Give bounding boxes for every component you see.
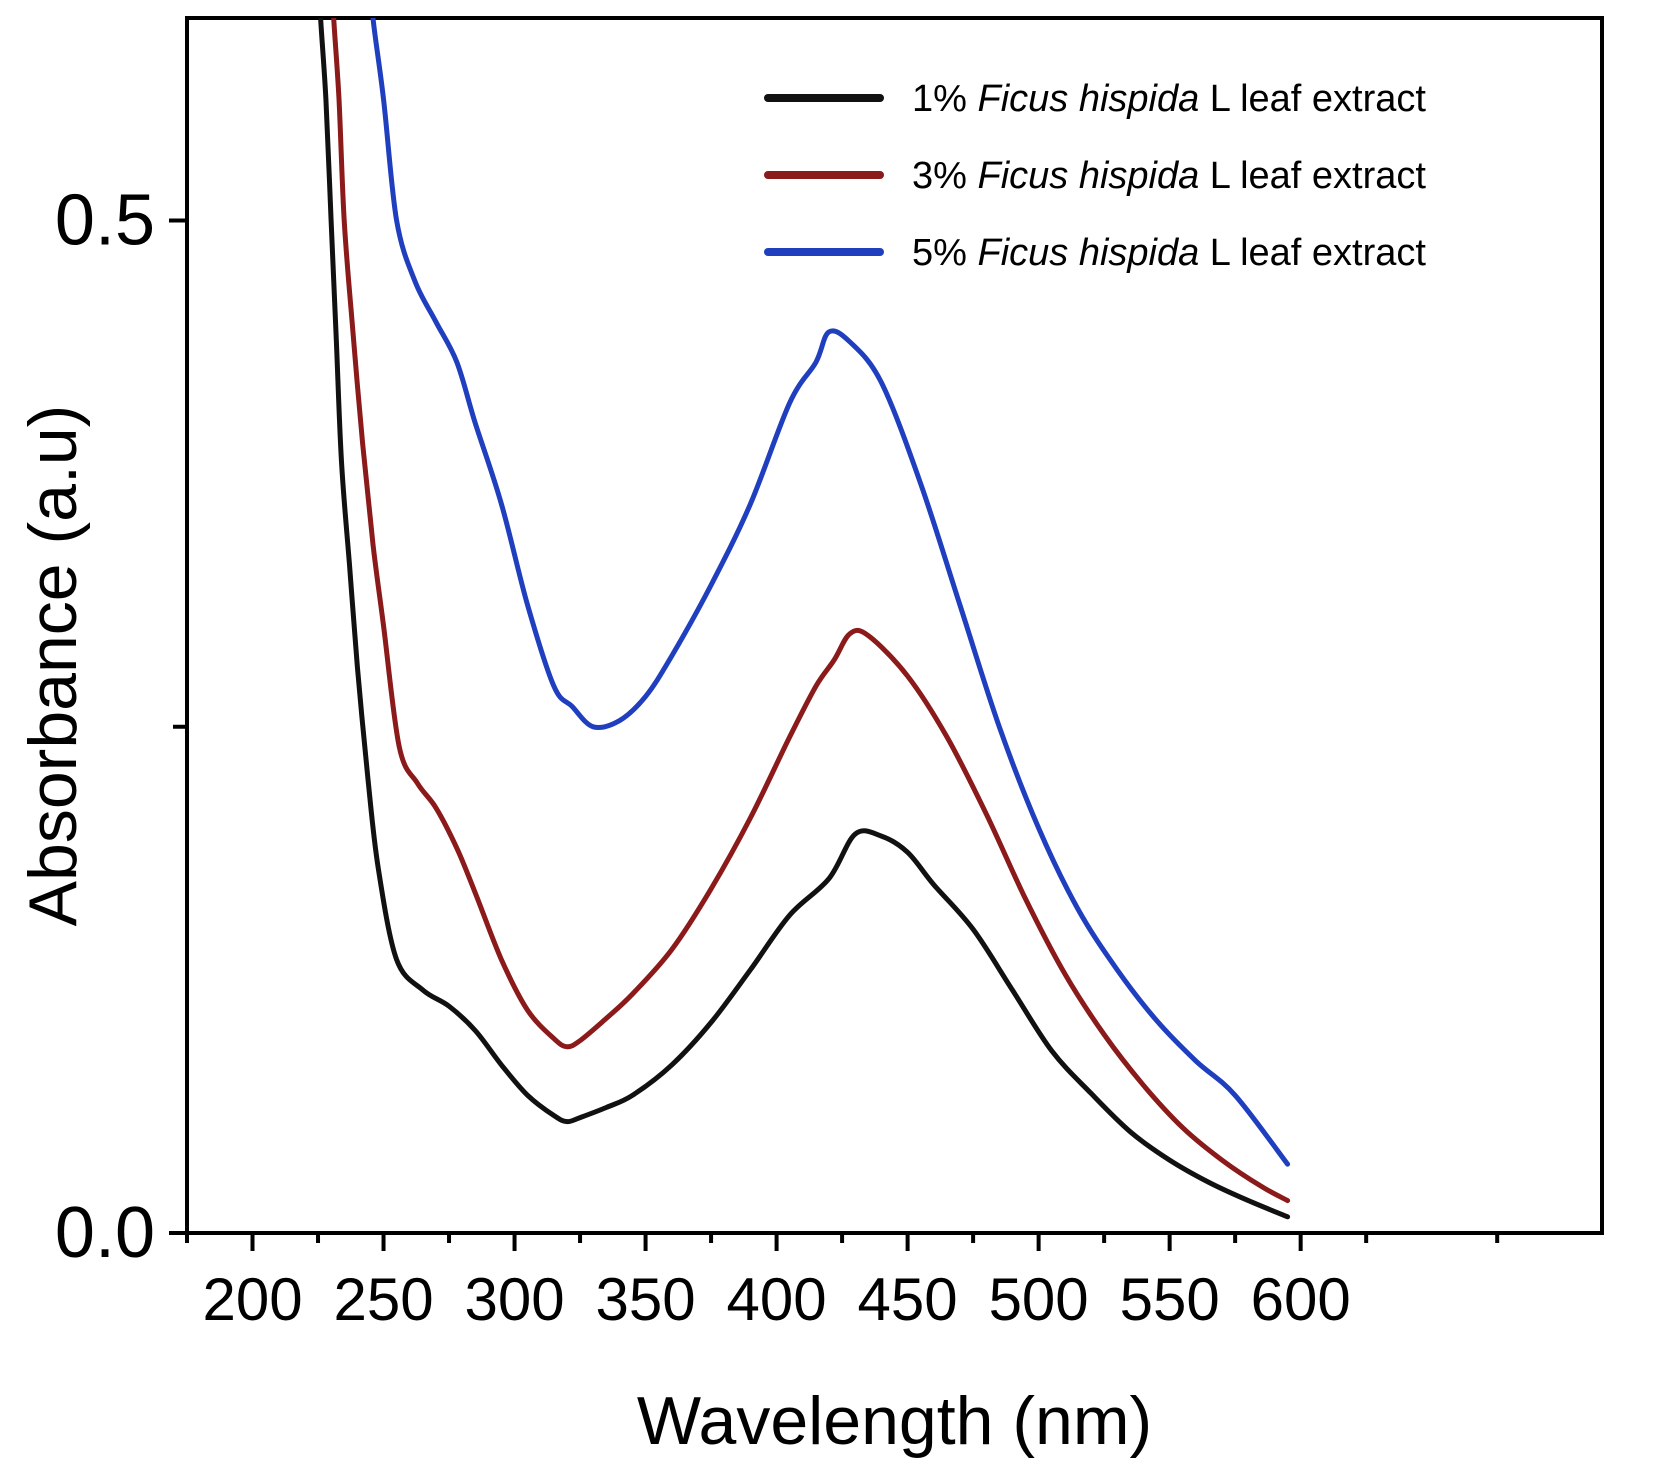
x-tick-label: 450 [858, 1266, 958, 1333]
axis-labels-layer: Wavelength (nm) Absorbance (a.u) [15, 405, 1152, 1459]
x-tick-label: 550 [1120, 1266, 1220, 1333]
axes-layer: 200 250 300 350 400 450 500 550 600 0.0 0.5 [55, 16, 1604, 1333]
x-tick-label: 350 [596, 1266, 696, 1333]
legend-item-3-percent: 3% Ficus hispida L leaf extract [764, 155, 1426, 197]
legend-label: 1% Ficus hispida L leaf extract [912, 78, 1426, 120]
series-layer [318, 18, 1291, 1220]
x-tick-label: 250 [333, 1266, 433, 1333]
series-line-5-percent [370, 18, 1291, 1167]
x-tick-label: 300 [464, 1266, 564, 1333]
x-tick-label: 600 [1251, 1266, 1351, 1333]
legend-label: 3% Ficus hispida L leaf extract [912, 155, 1426, 197]
y-tick-label: 0.5 [55, 181, 155, 261]
legend-label: 5% Ficus hispida L leaf extract [912, 232, 1426, 274]
x-tick-label: 400 [727, 1266, 827, 1333]
x-tick-label: 200 [202, 1266, 302, 1333]
y-tick-label: 0.0 [55, 1193, 155, 1273]
y-axis-title: Absorbance (a.u) [15, 405, 91, 927]
legend-item-5-percent: 5% Ficus hispida L leaf extract [764, 232, 1426, 274]
legend-item-1-percent: 1% Ficus hispida L leaf extract [764, 78, 1426, 120]
series-line-1-percent [318, 18, 1291, 1220]
plot-frame [185, 16, 1604, 1235]
series-line-3-percent [331, 18, 1291, 1204]
legend: 1% Ficus hispida L leaf extract 3% Ficus … [764, 78, 1426, 274]
x-axis-title: Wavelength (nm) [637, 1383, 1152, 1459]
x-tick-label: 500 [989, 1266, 1089, 1333]
